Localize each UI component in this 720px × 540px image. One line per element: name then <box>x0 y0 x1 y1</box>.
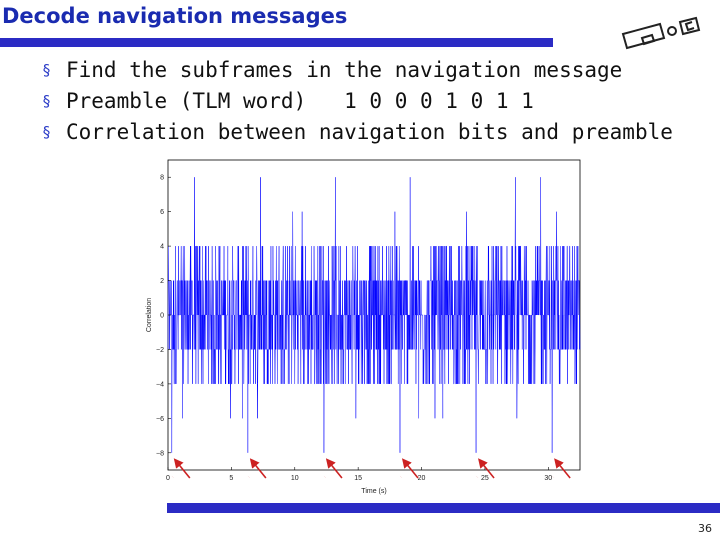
y-axis-label: Correlation <box>146 298 153 332</box>
x-tick-label: 0 <box>166 475 170 482</box>
arrow-layer <box>171 458 571 479</box>
preamble-arrow <box>401 458 419 479</box>
x-tick-label: 10 <box>291 475 299 482</box>
preamble-arrow-anchor <box>476 475 479 478</box>
title-underline-bar <box>0 38 553 47</box>
bullet-text: Correlation between navigation bits and … <box>66 120 673 144</box>
preamble-arrow <box>173 458 191 479</box>
preamble-arrow-anchor <box>171 475 174 478</box>
page-number: 36 <box>698 522 712 535</box>
y-tick-label: 6 <box>160 209 164 216</box>
slide-title: Decode navigation messages <box>2 4 348 28</box>
x-tick-label: 5 <box>229 475 233 482</box>
bullet-item: § Preamble (TLM word) 1 0 0 0 1 0 1 1 <box>42 86 673 117</box>
x-axis-label: Time (s) <box>361 488 386 495</box>
bullet-text: Find the subframes in the navigation mes… <box>66 58 623 82</box>
correlation-chart: 0 5 10 15 20 25 30 −8 −6 −4 −2 0 2 4 6 8 Time (s) Corre… <box>146 159 581 495</box>
signal-layer <box>167 177 581 453</box>
y-tick-label: −6 <box>156 416 164 423</box>
bullet-text: Preamble (TLM word) 1 0 0 0 1 0 1 1 <box>66 89 534 113</box>
bullet-marker: § <box>42 61 52 79</box>
correlation-series-line <box>167 177 581 453</box>
y-tick-label: −4 <box>156 381 164 388</box>
y-tick-label: −8 <box>156 450 164 457</box>
y-tick-label: 8 <box>160 175 164 182</box>
bullet-item: § Correlation between navigation bits and… <box>42 117 673 148</box>
footer-bar <box>167 503 720 513</box>
x-tick-label: 15 <box>354 475 362 482</box>
preamble-arrow-anchor <box>552 475 555 478</box>
x-tick-label: 20 <box>418 475 426 482</box>
y-tick-label: 2 <box>160 278 164 285</box>
y-tick-label: 0 <box>160 313 164 320</box>
preamble-arrow-anchor <box>323 475 326 478</box>
bullet-list: § Find the subframes in the navigation me… <box>42 55 673 148</box>
x-tick-label: 25 <box>481 475 489 482</box>
preamble-arrow <box>325 458 343 479</box>
preamble-arrow <box>554 458 571 479</box>
y-tick-label: −2 <box>156 347 164 354</box>
y-tick-label: 4 <box>160 244 164 251</box>
preamble-arrow-anchor <box>247 475 250 478</box>
bullet-marker: § <box>42 92 52 110</box>
logo-icon <box>621 16 701 50</box>
preamble-arrow-anchor <box>399 475 403 478</box>
preamble-arrow <box>249 458 267 479</box>
bullet-item: § Find the subframes in the navigation me… <box>42 55 673 86</box>
bullet-marker: § <box>42 123 52 141</box>
preamble-arrow <box>478 458 495 479</box>
x-tick-label: 30 <box>544 475 552 482</box>
